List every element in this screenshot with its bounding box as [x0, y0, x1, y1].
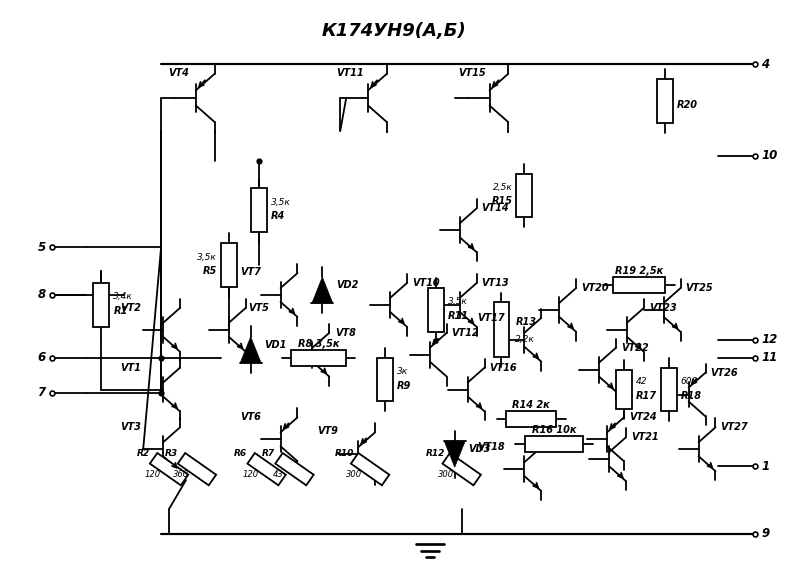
- Text: VT17: VT17: [477, 313, 504, 323]
- Text: VT22: VT22: [621, 343, 648, 353]
- Text: VT7: VT7: [240, 267, 260, 277]
- Bar: [275, 453, 314, 485]
- Bar: [613, 277, 665, 293]
- Text: 8: 8: [38, 288, 46, 301]
- Text: 300: 300: [346, 469, 362, 479]
- Text: VT2: VT2: [120, 303, 141, 313]
- Text: VT24: VT24: [629, 413, 656, 423]
- Text: 12: 12: [761, 333, 778, 346]
- Polygon shape: [445, 441, 465, 467]
- Text: 3,5к: 3,5к: [197, 253, 217, 262]
- Text: R1: R1: [113, 306, 127, 316]
- Text: R7: R7: [262, 449, 275, 458]
- Text: VT27: VT27: [720, 423, 748, 432]
- Bar: [94, 283, 109, 327]
- Text: 2,5к: 2,5к: [493, 183, 512, 192]
- Polygon shape: [312, 277, 333, 303]
- Text: VT6: VT6: [240, 413, 260, 423]
- Text: 4: 4: [761, 57, 770, 70]
- Polygon shape: [240, 337, 261, 363]
- Text: R10: R10: [334, 449, 354, 458]
- Bar: [221, 243, 237, 287]
- Text: 1: 1: [761, 459, 770, 473]
- Bar: [661, 367, 677, 411]
- Bar: [150, 453, 188, 485]
- Text: VD1: VD1: [264, 340, 287, 350]
- Bar: [656, 79, 673, 123]
- Text: R4: R4: [271, 212, 285, 222]
- Text: R5: R5: [202, 266, 217, 276]
- Bar: [526, 437, 583, 452]
- Text: 7: 7: [38, 386, 46, 399]
- Text: VT20: VT20: [581, 283, 608, 293]
- Bar: [247, 453, 286, 485]
- Text: VT11: VT11: [336, 68, 364, 78]
- Text: 10: 10: [761, 149, 778, 162]
- Text: R8 3,5к: R8 3,5к: [297, 339, 339, 349]
- Bar: [377, 357, 393, 401]
- Text: 3,4к: 3,4к: [113, 292, 133, 301]
- Text: VT12: VT12: [452, 328, 479, 338]
- Text: 43: 43: [273, 469, 284, 479]
- Text: 300: 300: [438, 469, 454, 479]
- Text: VT13: VT13: [482, 278, 509, 288]
- Bar: [507, 411, 556, 427]
- Text: R12: R12: [426, 449, 445, 458]
- Bar: [428, 288, 444, 332]
- Text: VT18: VT18: [477, 442, 504, 452]
- Text: VT25: VT25: [685, 283, 713, 293]
- Text: 42: 42: [636, 377, 648, 386]
- Text: R13: R13: [515, 317, 537, 327]
- Text: VT26: VT26: [711, 367, 738, 377]
- Bar: [516, 173, 532, 217]
- Text: 3,5к: 3,5к: [448, 298, 467, 306]
- Text: 360: 360: [173, 469, 189, 479]
- Text: R19 2,5к: R19 2,5к: [615, 266, 663, 276]
- Text: 6: 6: [38, 351, 46, 364]
- Text: R9: R9: [397, 380, 412, 390]
- Text: 5: 5: [38, 241, 46, 254]
- Text: VD2: VD2: [336, 280, 359, 290]
- Text: VD3: VD3: [468, 444, 491, 454]
- Text: VT15: VT15: [458, 68, 486, 78]
- Text: R17: R17: [636, 390, 657, 400]
- Bar: [442, 453, 481, 485]
- Text: VT5: VT5: [249, 303, 270, 313]
- Text: R6: R6: [235, 449, 247, 458]
- Text: R18: R18: [681, 390, 702, 400]
- Text: 11: 11: [761, 351, 778, 364]
- Text: R14 2к: R14 2к: [512, 400, 550, 410]
- Text: R16 10к: R16 10к: [532, 425, 577, 435]
- Text: VT16: VT16: [490, 363, 517, 373]
- Text: R2: R2: [137, 449, 150, 458]
- Text: VT1: VT1: [120, 363, 141, 373]
- Text: 3к: 3к: [397, 367, 408, 376]
- Text: VT8: VT8: [335, 328, 357, 338]
- Text: VT23: VT23: [648, 303, 676, 313]
- Bar: [616, 370, 632, 410]
- Text: 9: 9: [761, 527, 770, 540]
- Text: К174УН9(А,Б): К174УН9(А,Б): [321, 22, 466, 40]
- Text: VT9: VT9: [317, 427, 338, 437]
- Text: 3,5к: 3,5к: [271, 198, 290, 207]
- Text: 600: 600: [681, 377, 698, 386]
- Bar: [178, 453, 216, 485]
- Text: VT4: VT4: [168, 68, 189, 78]
- Text: R11: R11: [448, 311, 469, 321]
- Text: 120: 120: [242, 469, 259, 479]
- Text: VT3: VT3: [120, 423, 141, 432]
- Text: VT10: VT10: [412, 278, 439, 288]
- Text: 2,2к: 2,2к: [515, 335, 535, 345]
- Text: VT14: VT14: [482, 203, 509, 213]
- Text: 120: 120: [145, 469, 161, 479]
- Bar: [351, 453, 390, 485]
- Text: VT21: VT21: [631, 432, 659, 442]
- Text: R20: R20: [677, 100, 697, 110]
- Text: R3: R3: [164, 449, 178, 458]
- Bar: [291, 350, 345, 366]
- Bar: [493, 302, 509, 357]
- Bar: [251, 189, 267, 232]
- Text: R15: R15: [491, 196, 512, 206]
